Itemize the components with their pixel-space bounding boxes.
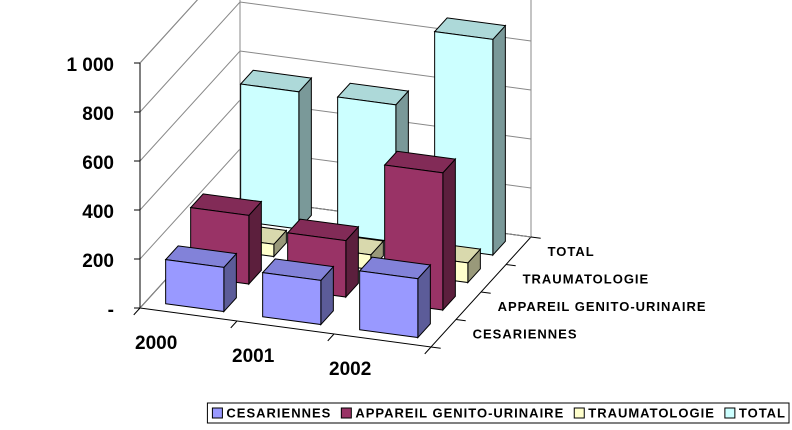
bar-right [442, 157, 456, 312]
z-tick [430, 346, 441, 349]
z-tick [530, 236, 541, 239]
grid-line [139, 0, 198, 64]
y-tick-label: 800 [82, 104, 114, 125]
grid-line [139, 50, 532, 162]
legend-label: TRAUMATOLOGIE [588, 405, 715, 420]
legend-swatch [724, 407, 736, 419]
legend-box [206, 402, 790, 424]
legend-label: CESARIENNES [226, 405, 331, 420]
legend-label: APPAREIL GENITO-URINAIRE [355, 405, 564, 420]
legend-swatch [340, 407, 352, 419]
bar-right [298, 76, 312, 231]
legend: CESARIENNES APPAREIL GENITO-URINAIRE TRAUM… [206, 402, 790, 424]
series-axis-label: APPAREIL GENITO-URINAIRE [498, 299, 707, 314]
x-tick [424, 346, 432, 355]
x-tick-label: 2001 [232, 346, 275, 367]
legend-swatch [573, 407, 585, 419]
series-axis-label: CESARIENNES [473, 327, 578, 342]
grid-line [139, 1, 532, 113]
bar-front [240, 83, 300, 230]
bar-front [262, 272, 322, 326]
x-tick [327, 333, 335, 342]
bar-front [165, 259, 225, 313]
bar [164, 245, 238, 313]
bar-front [359, 270, 419, 339]
y-tick-label: - [108, 300, 114, 321]
x-tick [230, 320, 238, 329]
grid-line [139, 99, 532, 211]
series-axis-label: TRAUMATOLOGIE [523, 272, 650, 287]
legend-label: TOTAL [739, 405, 786, 420]
z-tick [505, 264, 516, 267]
series-axis-label: TOTAL [548, 244, 595, 259]
bar [358, 256, 432, 339]
bar [261, 258, 335, 326]
bar-front [337, 96, 397, 243]
z-tick [480, 291, 491, 294]
bar-right [492, 24, 506, 257]
x-tick [133, 307, 141, 316]
bar [239, 69, 313, 231]
x-tick-label: 2002 [329, 359, 371, 380]
legend-swatch [211, 407, 223, 419]
y-tick-label: 1 000 [66, 55, 114, 76]
y-tick-label: 200 [82, 251, 114, 272]
y-tick-label: 400 [82, 202, 114, 223]
y-tick-label: 600 [82, 153, 114, 174]
x-tick-label: 2000 [135, 333, 177, 354]
z-tick [455, 319, 466, 322]
